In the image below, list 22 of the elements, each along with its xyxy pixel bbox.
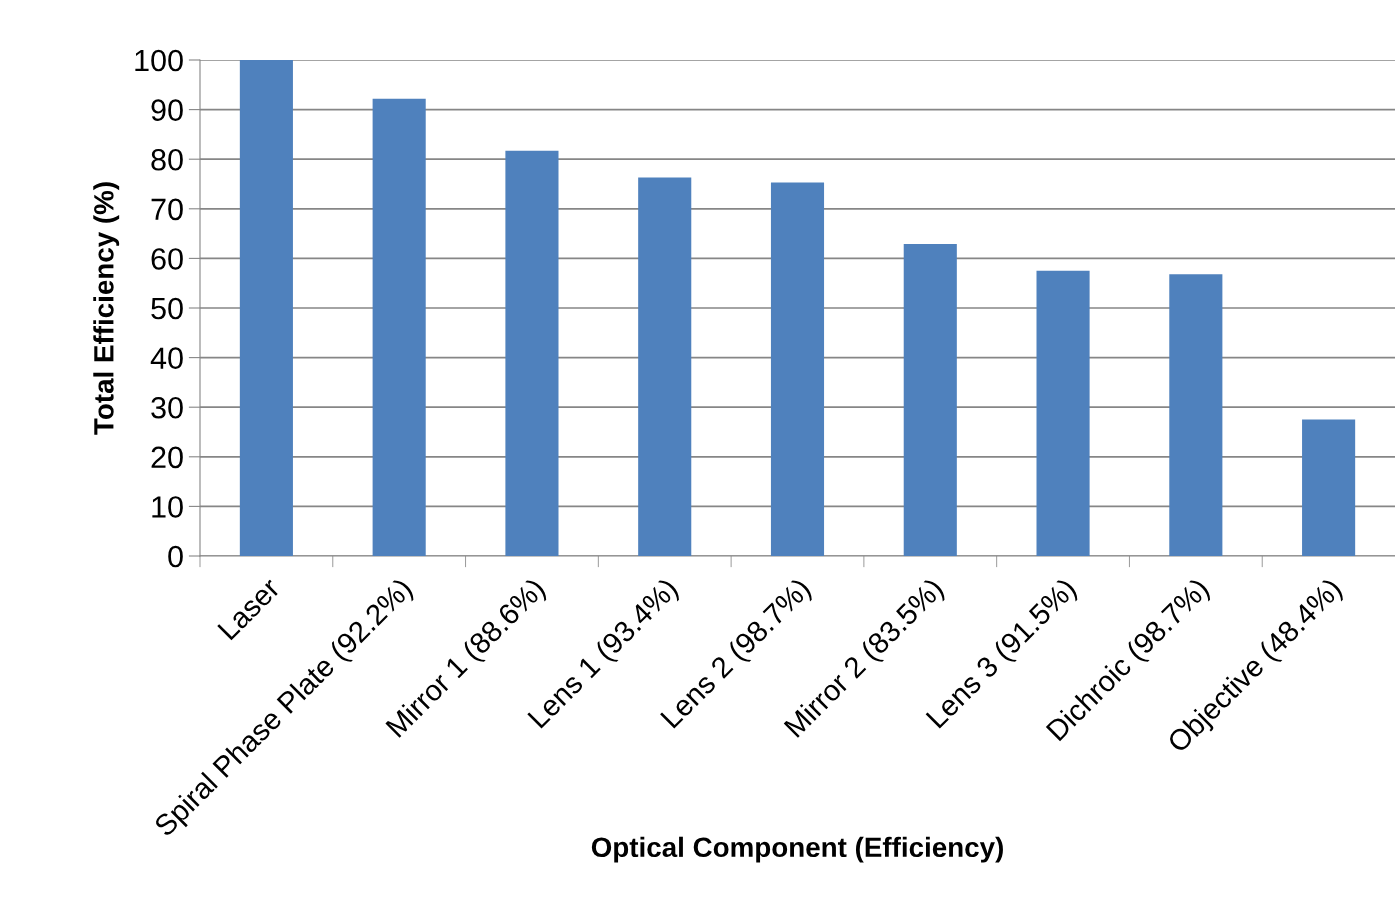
y-tick-label: 100 [135, 49, 183, 72]
bar [505, 150, 559, 556]
y-tick-label: 60 [151, 248, 183, 270]
y-tick-label: 40 [150, 347, 183, 369]
y-tick-label: 70 [151, 198, 183, 221]
y-axis-title: Total Efficiency (%) [93, 182, 120, 435]
y-tick-label: 0 [168, 545, 183, 568]
bar [638, 177, 692, 556]
y-tick-label: 20 [151, 446, 183, 469]
y-tick-label: 80 [151, 148, 183, 171]
bar [1302, 419, 1356, 556]
x-axis-title: Optical Component (Efficiency) [591, 836, 1003, 863]
y-tick-label: 10 [152, 496, 183, 518]
y-tick-label: 30 [151, 396, 183, 419]
bar [770, 182, 825, 556]
bar [903, 244, 957, 556]
y-tick-label: 90 [151, 99, 183, 121]
bar [1036, 270, 1090, 556]
y-tick-label: 50 [151, 297, 183, 320]
bar [1169, 274, 1223, 556]
bar [372, 98, 426, 556]
bar [239, 60, 293, 556]
